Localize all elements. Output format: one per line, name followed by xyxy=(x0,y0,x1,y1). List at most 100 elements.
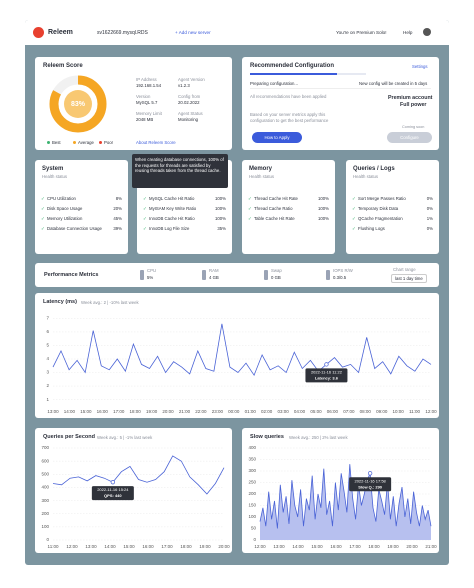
x-tick-label: 14:00 xyxy=(104,544,116,549)
y-tick-label: 700 xyxy=(41,445,49,450)
field-label: Agent Status xyxy=(178,111,203,116)
add-server[interactable]: + Add new server xyxy=(175,30,211,35)
y-tick-label: 350 xyxy=(248,457,256,462)
legend-dot xyxy=(47,141,50,144)
note: Based on your server metrics apply this … xyxy=(250,112,329,123)
chart-title: Slow queries xyxy=(250,434,284,440)
tip-box xyxy=(91,486,134,501)
tip-box xyxy=(349,477,392,492)
metric-icon xyxy=(264,270,268,280)
card-subtitle: Health status xyxy=(42,174,68,179)
x-tick-label: 00:00 xyxy=(228,409,240,414)
metric-value: 0.3/0.5 xyxy=(333,275,347,280)
metric-label: CPU xyxy=(147,268,157,273)
range-label: Chart range xyxy=(393,267,416,272)
card-title: Queries / Logs xyxy=(353,166,395,172)
field-value: 192.168.1.54 xyxy=(136,83,162,88)
x-tick-label: 17:00 xyxy=(161,544,173,549)
x-tick-label: 23:00 xyxy=(212,409,224,414)
next-config: New config will be created in 5 days xyxy=(359,81,428,86)
item-label: Table Cache Hit Rate xyxy=(254,216,295,221)
configure-button[interactable]: Configure xyxy=(387,132,432,143)
check-icon: ✓ xyxy=(248,196,252,201)
y-tick-label: 50 xyxy=(251,526,257,531)
x-tick-label: 07:00 xyxy=(343,409,355,414)
check-icon: ✓ xyxy=(352,216,356,221)
x-tick-label: 04:00 xyxy=(294,409,306,414)
y-tick-label: 400 xyxy=(248,445,256,450)
x-tick-label: 21:00 xyxy=(179,409,191,414)
field-value: Monitoring xyxy=(178,117,199,122)
item-label: Flushing Logs xyxy=(358,226,385,231)
check-icon: ✓ xyxy=(143,216,147,221)
check-icon: ✓ xyxy=(143,226,147,231)
item-value: 100% xyxy=(215,196,226,201)
item-value: 8% xyxy=(115,196,122,201)
field-label: Config from xyxy=(178,94,201,99)
line xyxy=(52,323,432,377)
item-value: 100% xyxy=(318,196,329,201)
apply-button[interactable]: How to Apply xyxy=(252,132,302,143)
check-icon: ✓ xyxy=(352,206,356,211)
item-value: 0% xyxy=(426,226,433,231)
y-tick-label: 400 xyxy=(41,485,49,490)
help[interactable]: Help xyxy=(403,30,413,35)
settings-link[interactable]: Settings xyxy=(412,64,428,69)
health-card: Memory Health status ✓ Thread Cache Hit Rat… xyxy=(242,160,335,254)
item-value: 45% xyxy=(113,216,122,221)
metrics-title: Performance Metrics xyxy=(44,272,99,278)
line xyxy=(259,464,432,529)
card-title: Memory xyxy=(249,166,273,172)
x-tick-label: 18:00 xyxy=(180,544,192,549)
progress-bar xyxy=(250,73,337,75)
x-tick-label: 02:00 xyxy=(261,409,273,414)
item-value: 35% xyxy=(217,226,226,231)
legend-label: Average xyxy=(78,140,94,145)
item-value: 39% xyxy=(113,226,122,231)
power: Full power xyxy=(400,102,427,108)
status: Preparing configuration... xyxy=(250,81,299,86)
y-tick-label: 6 xyxy=(46,329,49,334)
x-tick-label: 20:00 xyxy=(218,544,230,549)
x-tick-label: 13:00 xyxy=(273,544,285,549)
tip-value: QPS: 440 xyxy=(104,493,122,498)
check-icon: ✓ xyxy=(248,206,252,211)
y-tick-label: 600 xyxy=(41,458,49,463)
metric-label: Swap xyxy=(271,268,282,273)
item-value: 100% xyxy=(215,216,226,221)
y-tick-label: 100 xyxy=(41,524,49,529)
check-icon: ✓ xyxy=(41,196,45,201)
x-tick-label: 09:00 xyxy=(376,409,388,414)
divider xyxy=(250,88,431,89)
chart-subtitle: Week avg.: 2 | -10% last week xyxy=(81,300,139,305)
tip-value: Slow Q.: 290 xyxy=(358,484,383,489)
server-select[interactable]: sv1622669.mysql.RDS xyxy=(97,30,148,36)
metrics-bar: Performance Metrics Chart range last 1 d… xyxy=(35,263,439,287)
legend-dot xyxy=(73,141,76,144)
item-label: Database Connection Usage xyxy=(47,226,102,231)
item-value: 1% xyxy=(426,216,433,221)
chart: 0 100 200 300 400 500 600 700 11:00 12:00 13:00 14:… xyxy=(41,445,230,549)
x-tick-label: 19:00 xyxy=(387,544,399,549)
item-label: Sort Merge Passes Ratio xyxy=(358,196,406,201)
range-select[interactable]: last 1 day time xyxy=(391,274,427,283)
score-link[interactable]: About Releem Score xyxy=(136,140,176,145)
x-tick-label: 19:00 xyxy=(199,544,211,549)
field-value: v1.2.3 xyxy=(178,83,190,88)
x-tick-label: 16:00 xyxy=(97,409,109,414)
avatar[interactable] xyxy=(423,28,431,36)
metric-value: 0 GB xyxy=(271,275,281,280)
item-label: CPU Utilization xyxy=(47,196,76,201)
metric-value: 4 GB xyxy=(209,275,219,280)
check-icon: ✓ xyxy=(41,206,45,211)
tip-point xyxy=(324,362,329,367)
item-value: 0% xyxy=(426,196,433,201)
legend-label: Poor xyxy=(104,140,114,145)
x-tick-label: 19:00 xyxy=(146,409,158,414)
x-tick-label: 14:00 xyxy=(64,409,76,414)
x-tick-label: 15:00 xyxy=(311,544,323,549)
field-label: Version xyxy=(136,94,151,99)
metric-icon xyxy=(140,270,144,280)
item-value: 20% xyxy=(113,206,122,211)
logo: Releem xyxy=(48,29,73,36)
